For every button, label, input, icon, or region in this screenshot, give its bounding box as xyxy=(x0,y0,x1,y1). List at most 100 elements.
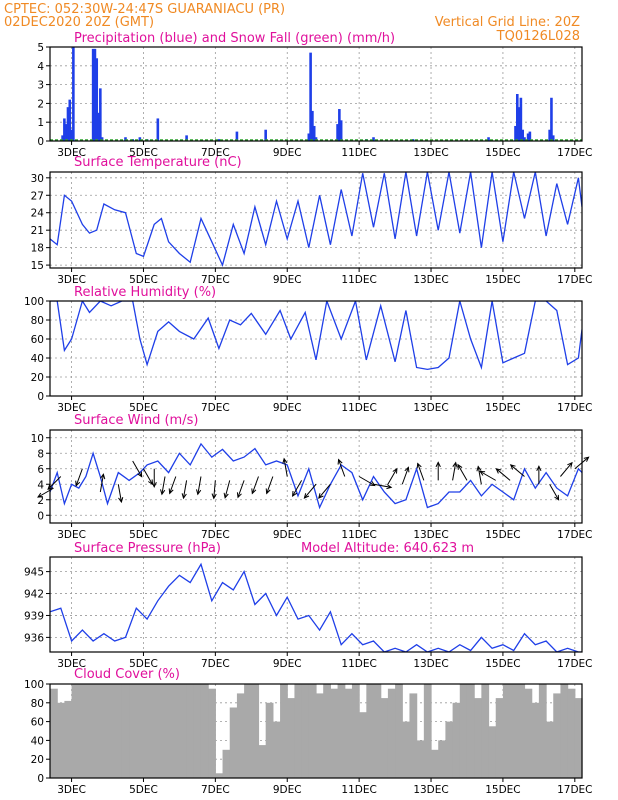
wind-arrow-head xyxy=(75,480,81,487)
x-tick-label: 11DEC xyxy=(341,402,376,414)
y-tick-label: 15 xyxy=(31,260,44,272)
y-tick-label: 4 xyxy=(37,61,44,73)
wind-arrow xyxy=(401,467,409,485)
wind-arrow xyxy=(75,468,83,486)
x-tick-label: 11DEC xyxy=(341,658,376,670)
cloud-bar xyxy=(481,684,490,778)
wind-arrow xyxy=(479,470,496,481)
cloud-bar xyxy=(64,700,73,778)
wind-arrow-head xyxy=(100,473,106,480)
precip-bar xyxy=(550,97,553,141)
y-tick-label: 100 xyxy=(24,296,44,308)
precip-bar xyxy=(309,52,312,141)
wind-arrow-head xyxy=(369,481,376,487)
wind-arrow-head xyxy=(495,468,502,474)
x-tick-label: 5DEC xyxy=(129,274,158,286)
panel-title: Surface Wind (m/s) xyxy=(74,413,198,428)
x-tick-label: 15DEC xyxy=(485,402,520,414)
y-tick-label: 0 xyxy=(37,510,44,522)
panel-frame xyxy=(49,171,583,269)
cloud-bar xyxy=(466,684,475,778)
wind-arrow xyxy=(373,483,392,488)
wind-arrow xyxy=(169,476,177,494)
x-tick-label: 13DEC xyxy=(413,784,448,796)
x-tick-label: 5DEC xyxy=(129,529,158,541)
y-tick-label: 3 xyxy=(37,80,44,92)
x-tick-label: 7DEC xyxy=(201,147,230,159)
wind-arrow-head xyxy=(196,489,202,496)
wind-arrow xyxy=(117,484,122,503)
cloud-bar xyxy=(172,684,181,778)
cloud-bar xyxy=(380,698,389,778)
precip-bar xyxy=(264,129,267,141)
x-tick-label: 7DEC xyxy=(201,784,230,796)
cloud-bar xyxy=(129,684,137,778)
wind-arrow-head xyxy=(567,461,573,468)
precip-bar xyxy=(217,139,221,141)
precip-bar xyxy=(523,137,526,141)
precip-bar xyxy=(314,137,318,141)
panel-4: 0 2 4 6 8 10 3DEC 5DEC 7DEC 9DEC 11DEC 13DEC 15DEC 17… xyxy=(31,413,593,541)
x-tick-label: 3DEC xyxy=(57,784,86,796)
cloud-bar xyxy=(560,684,569,778)
cloud-bar xyxy=(538,684,547,778)
x-tick-label: 9DEC xyxy=(273,529,302,541)
wind-arrow xyxy=(266,476,274,494)
y-tick-label: 20 xyxy=(31,754,44,766)
cloud-bar xyxy=(150,684,159,778)
x-tick-label: 5DEC xyxy=(129,784,158,796)
panel-5: 936 939 942 945 3DEC 5DEC 7DEC 9DEC 11DEC 13DEC 15… xyxy=(24,541,593,670)
cloud-bar xyxy=(186,684,195,778)
panel-2: 15 18 21 24 27 30 3DEC 5DEC 7DEC 9DEC 11DEC 13DEC 15… xyxy=(31,155,593,286)
wind-arrow-head xyxy=(457,463,463,470)
x-tick-label: 5DEC xyxy=(129,147,158,159)
wind-arrow xyxy=(292,480,303,497)
cloud-bar xyxy=(179,684,188,778)
cloud-bar xyxy=(136,684,145,778)
panel-frame xyxy=(49,556,583,653)
x-tick-label: 3DEC xyxy=(57,529,86,541)
y-tick-label: 8 xyxy=(37,448,44,460)
wind-arrow-head xyxy=(583,456,590,462)
y-tick-label: 21 xyxy=(31,225,44,237)
precip-bar xyxy=(100,137,104,141)
y-tick-label: 0 xyxy=(37,391,44,403)
precip-bar xyxy=(339,120,343,141)
wind-arrow xyxy=(495,468,511,481)
cloud-bar xyxy=(107,684,116,778)
x-tick-label: 17DEC xyxy=(557,658,592,670)
wind-arrow xyxy=(37,487,54,498)
y-tick-label: 1 xyxy=(37,117,44,129)
y-tick-label: 942 xyxy=(24,589,44,601)
x-tick-label: 11DEC xyxy=(341,784,376,796)
cloud-bar xyxy=(143,684,152,778)
wind-arrow-head xyxy=(337,458,343,465)
cloud-bar xyxy=(488,726,497,778)
wind-arrow xyxy=(213,480,216,499)
y-tick-label: 4 xyxy=(37,479,44,491)
panel-frame xyxy=(49,300,583,397)
precip-bar xyxy=(551,135,555,141)
cloud-bar xyxy=(474,698,482,778)
wind-arrow-head xyxy=(392,467,398,474)
panel-title: Cloud Cover (%) xyxy=(74,667,180,682)
wind-arrow-head xyxy=(452,461,458,468)
wind-arrow-head xyxy=(148,479,154,486)
panel-3: 0 20 40 60 80 100 3DEC 5DEC 7DEC 9DEC 11DEC 13DEC 15… xyxy=(24,285,593,414)
cloud-bar xyxy=(301,684,310,778)
wind-arrow-head xyxy=(404,466,410,473)
wind-arrow xyxy=(99,474,104,493)
x-tick-label: 9DEC xyxy=(273,784,302,796)
wind-arrow-head xyxy=(160,489,166,496)
x-tick-label: 3DEC xyxy=(57,402,86,414)
wind-arrow xyxy=(304,483,317,499)
panel-frame xyxy=(49,46,583,142)
cloud-bar xyxy=(208,688,216,778)
wind-arrow-head xyxy=(554,494,560,501)
cloud-bar xyxy=(215,773,224,778)
cloud-bar xyxy=(193,684,202,778)
precip-bar xyxy=(411,139,415,141)
wind-arrow xyxy=(560,462,573,477)
x-tick-label: 9DEC xyxy=(273,658,302,670)
cloud-bar xyxy=(402,721,411,778)
